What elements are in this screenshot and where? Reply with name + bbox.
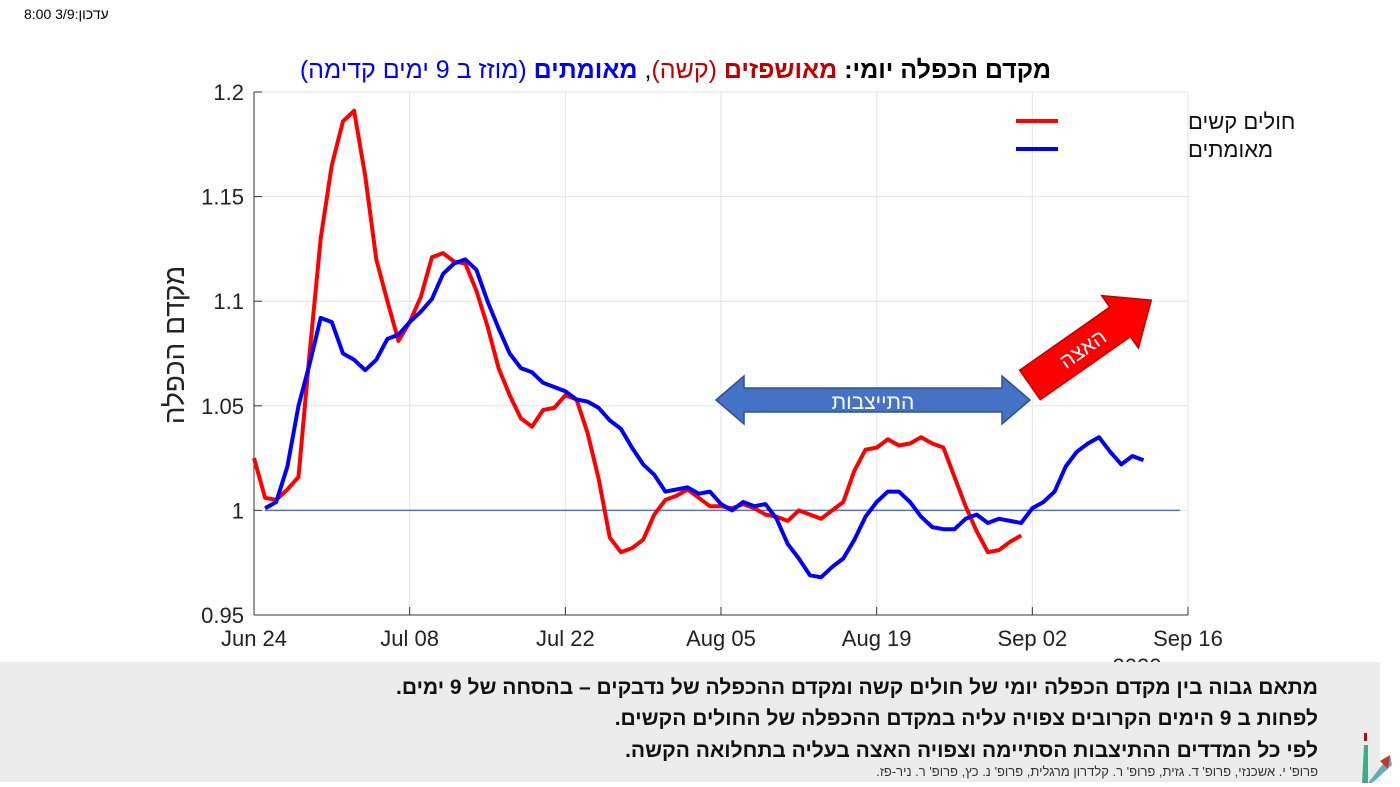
title-main: מקדם הכפלה יומי: [837,56,1051,84]
title-hospitalized: מאושפזים [723,56,838,84]
legend-label: מאומתים [1188,137,1273,162]
x-tick-label: Aug 05 [686,626,756,651]
footer-line-2: לפחות ב 9 הימים הקרובים צפויה עליה במקדם… [614,707,1318,730]
y-tick-label: 1 [232,498,244,523]
footer-line-3: לפי כל המדדים ההתיצבות הסתיימה וצפויה הא… [625,739,1318,762]
y-tick-label: 1.2 [213,80,244,105]
footer-panel: מתאם גבוה בין מקדם הכפלה יומי של חולים ק… [0,662,1380,782]
update-timestamp: עדכון:3/9 8:00 [24,6,109,22]
series-line-severe [252,108,1023,555]
chart-title: מקדם הכפלה יומי: מאושפזים (קשה), מאומתים… [286,56,1051,85]
x-tick-label: Aug 19 [842,626,912,651]
x-tick-label: Sep 16 [1153,626,1223,651]
x-tick-label: Jun 24 [221,626,287,651]
series-line-confirmed [264,257,1145,580]
y-tick-label: 0.95 [201,603,244,628]
y-axis-label: מקדם הכפלה [159,266,190,424]
x-tick-label: Jul 22 [536,626,595,651]
title-shift: (מוזז ב 9 ימים קדימה) [299,56,534,84]
title-confirmed: מאומתים [533,56,638,84]
footer-credit: פרופ' י. אשכנזי, פרופ' ד. גזית, פרופ' ר.… [876,764,1318,779]
stabilization-label: התייצבות [832,391,915,414]
logo-icon [1362,733,1392,783]
stabilization-double-arrow [714,374,1032,426]
title-comma: , [637,56,652,84]
acceleration-arrow-shape [1018,294,1153,401]
footer-line-1: מתאם גבוה בין מקדם הכפלה יומי של חולים ק… [396,676,1318,699]
title-severe: (קשה) [651,56,724,84]
y-tick-label: 1.05 [201,394,244,419]
y-tick-label: 1.15 [201,185,244,210]
x-tick-label: Sep 02 [997,626,1067,651]
legend-label: חולים קשים [1188,109,1295,134]
x-tick-label: Jul 08 [380,626,439,651]
y-tick-label: 1.1 [213,289,244,314]
